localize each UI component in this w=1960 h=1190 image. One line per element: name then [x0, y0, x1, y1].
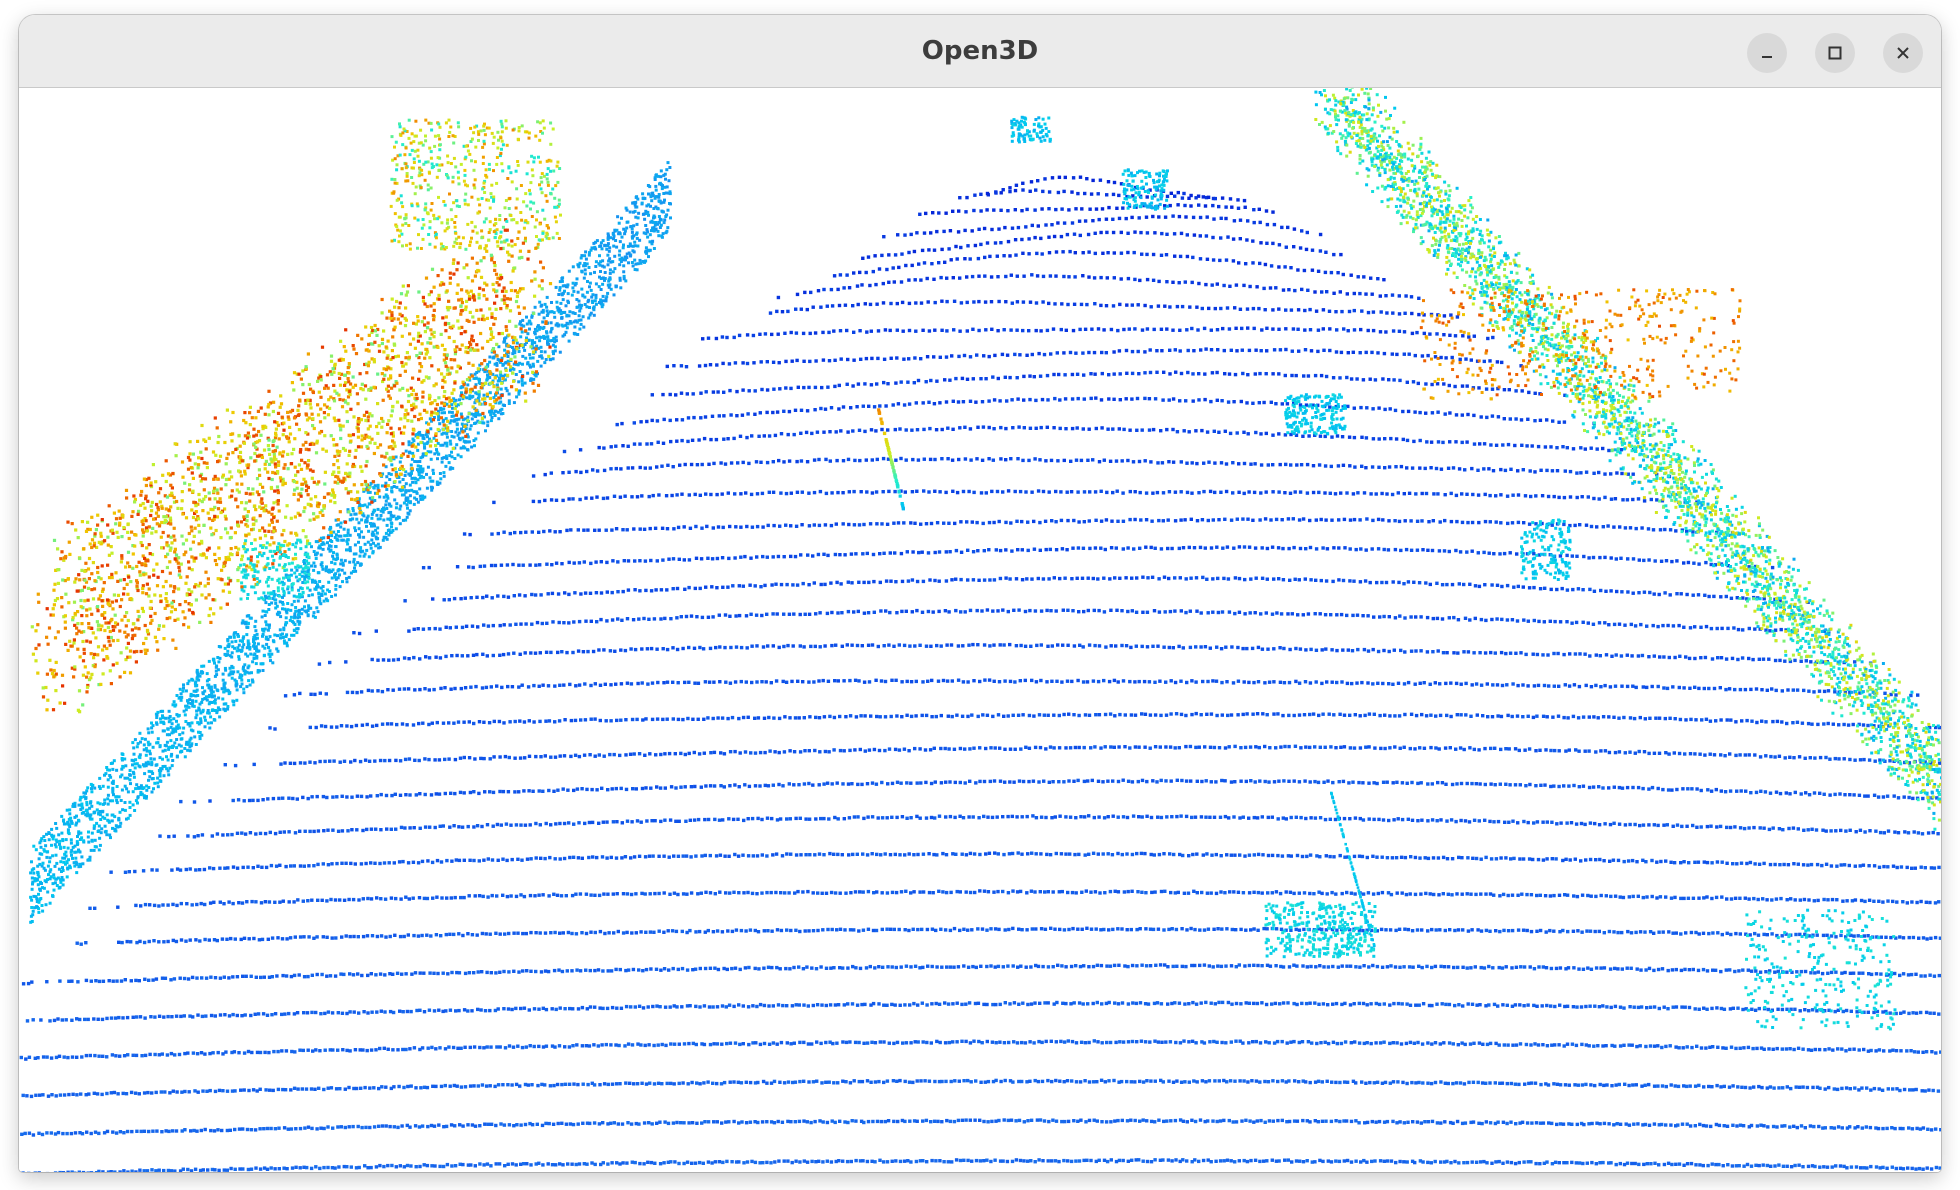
maximize-button[interactable]: [1815, 33, 1855, 73]
title-bar[interactable]: Open3D: [19, 15, 1941, 88]
window-title: Open3D: [921, 36, 1039, 66]
minimize-button[interactable]: [1747, 33, 1787, 73]
point-cloud-viewport[interactable]: [19, 88, 1941, 1172]
point-cloud-canvas[interactable]: [19, 88, 1941, 1172]
maximize-icon: [1828, 46, 1842, 60]
close-button[interactable]: [1883, 33, 1923, 73]
point-cloud-points: [19, 88, 1941, 1172]
minimize-icon: [1762, 56, 1772, 58]
app-window: Open3D: [19, 15, 1941, 1172]
close-icon: [1897, 47, 1909, 59]
